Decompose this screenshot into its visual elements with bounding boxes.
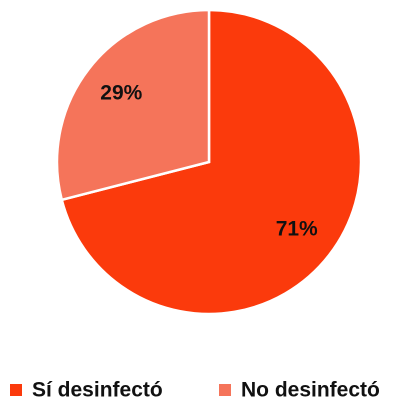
- data-label: 29%: [100, 82, 142, 105]
- data-label: 71%: [276, 218, 318, 241]
- legend-label: No desinfectó: [241, 379, 380, 402]
- pie-slice: [55, 8, 211, 202]
- legend-swatch: [10, 384, 22, 396]
- pie-slice: [60, 8, 363, 316]
- legend-swatch: [219, 384, 231, 396]
- legend-label: Sí desinfectó: [32, 379, 163, 402]
